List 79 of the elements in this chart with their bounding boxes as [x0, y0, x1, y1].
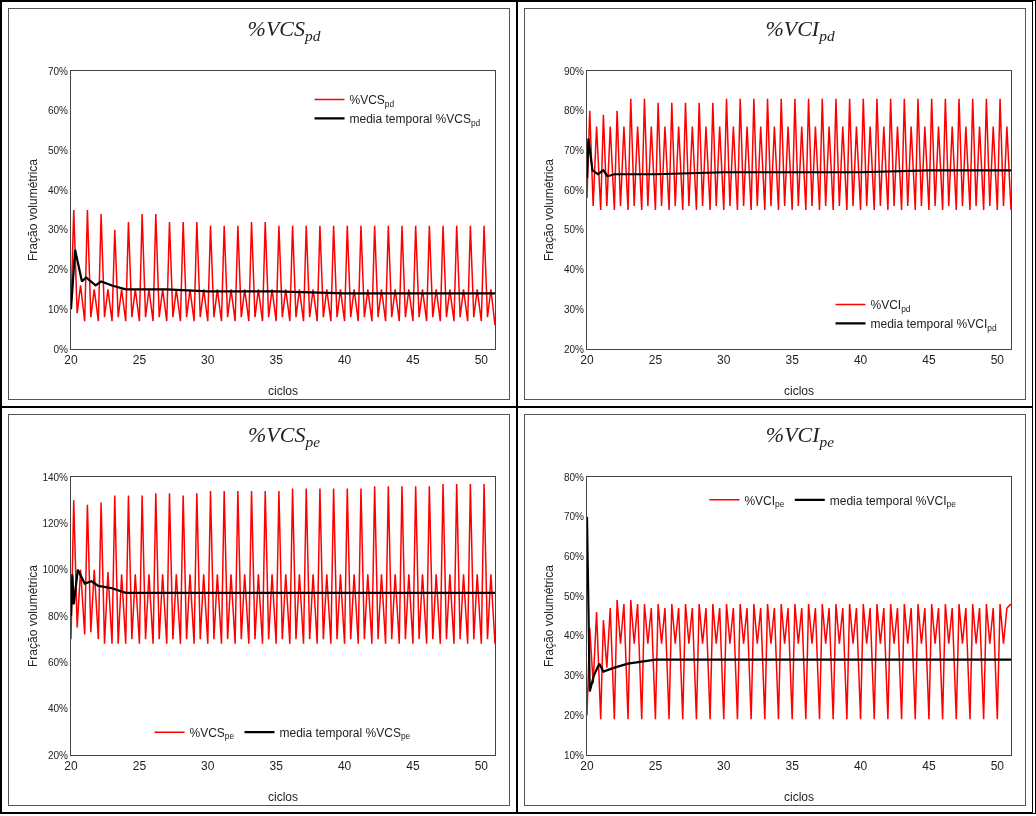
x-tick-label: 45	[406, 759, 420, 774]
y-tick-label: 140%	[42, 471, 69, 483]
x-tick-label: 25	[132, 353, 147, 368]
x-tick-label: 30	[201, 353, 215, 368]
x-tick-label: 50	[474, 353, 489, 368]
y-axis-title: Fração volumétrica	[542, 158, 556, 262]
y-tick-label: 60%	[563, 550, 585, 562]
x-tick-label: 20	[64, 759, 78, 774]
legend-label: %VCS$_{pd}$	[349, 93, 395, 109]
y-tick-label: 90%	[563, 65, 585, 77]
chart-title: %VCS$_{pd}$	[247, 16, 321, 44]
chart-title: %VCS$_{pe}$	[248, 422, 321, 450]
y-tick-label: 80%	[47, 610, 69, 622]
x-tick-label: 40	[853, 759, 868, 774]
y-tick-label: 80%	[563, 471, 585, 483]
y-tick-label: 50%	[563, 224, 585, 236]
legend-label: media temporal %VCS$_{pe}$	[279, 725, 411, 742]
chart-title: %VCI$_{pd}$	[765, 16, 835, 44]
y-tick-label: 40%	[47, 703, 69, 715]
x-tick-label: 35	[785, 759, 800, 774]
y-tick-label: 10%	[563, 749, 585, 761]
x-tick-label: 40	[337, 353, 352, 368]
x-tick-label: 30	[717, 353, 731, 368]
y-tick-label: 20%	[563, 343, 585, 355]
x-tick-label: 25	[648, 353, 663, 368]
y-tick-label: 40%	[563, 630, 585, 642]
legend-label: media temporal %VCI$_{pd}$	[870, 317, 997, 333]
x-tick-label: 30	[717, 759, 731, 774]
y-tick-label: 20%	[563, 709, 585, 721]
y-tick-label: 80%	[563, 105, 585, 117]
y-tick-label: 30%	[47, 224, 69, 236]
x-tick-label: 50	[990, 353, 1005, 368]
x-tick-label: 35	[269, 353, 284, 368]
x-tick-label: 50	[990, 759, 1005, 774]
y-tick-label: 70%	[563, 511, 585, 523]
legend-label: media temporal %VCI$_{pe}$	[829, 493, 957, 510]
x-axis-title: ciclos	[783, 384, 815, 398]
y-tick-label: 50%	[47, 144, 69, 156]
x-tick-label: 30	[201, 759, 215, 774]
x-tick-label: 45	[922, 353, 936, 368]
y-tick-label: 60%	[47, 105, 69, 117]
x-tick-label: 35	[785, 353, 800, 368]
y-tick-label: 60%	[47, 656, 69, 668]
y-tick-label: 20%	[47, 749, 69, 761]
x-tick-label: 50	[474, 759, 489, 774]
x-axis-title: ciclos	[267, 384, 299, 398]
y-axis-title: Fração volumétrica	[26, 564, 40, 668]
y-tick-label: 40%	[47, 184, 69, 196]
legend-label: %VCI$_{pd}$	[870, 298, 911, 314]
legend-label: %VCI$_{pe}$	[744, 493, 785, 510]
x-tick-label: 20	[64, 353, 78, 368]
y-tick-label: 30%	[563, 670, 585, 682]
x-tick-label: 35	[269, 759, 284, 774]
y-tick-label: 120%	[42, 517, 69, 529]
y-tick-label: 30%	[563, 303, 585, 315]
x-tick-label: 45	[406, 353, 420, 368]
x-tick-label: 40	[337, 759, 352, 774]
y-tick-label: 100%	[42, 564, 69, 576]
x-tick-label: 25	[132, 759, 147, 774]
y-tick-label: 70%	[47, 65, 69, 77]
y-tick-label: 50%	[563, 590, 585, 602]
x-axis-title: ciclos	[267, 790, 299, 804]
y-tick-label: 40%	[563, 264, 585, 276]
x-tick-label: 25	[648, 759, 663, 774]
y-tick-label: 10%	[47, 303, 69, 315]
x-tick-label: 40	[853, 353, 868, 368]
y-axis-title: Fração volumétrica	[26, 158, 40, 262]
x-tick-label: 20	[580, 759, 594, 774]
y-tick-label: 70%	[563, 144, 585, 156]
x-tick-label: 45	[922, 759, 936, 774]
y-axis-title: Fração volumétrica	[542, 564, 556, 668]
x-tick-label: 20	[580, 353, 594, 368]
chart-title: %VCI$_{pe}$	[765, 422, 835, 450]
y-tick-label: 60%	[563, 184, 585, 196]
y-tick-label: 0%	[53, 343, 69, 355]
x-axis-title: ciclos	[783, 790, 815, 804]
legend-label: %VCS$_{pe}$	[189, 725, 235, 742]
y-tick-label: 20%	[47, 264, 69, 276]
legend-label: media temporal %VCS$_{pd}$	[349, 112, 481, 128]
